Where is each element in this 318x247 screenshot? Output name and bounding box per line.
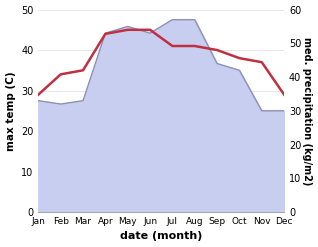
X-axis label: date (month): date (month) (120, 231, 203, 242)
Y-axis label: med. precipitation (kg/m2): med. precipitation (kg/m2) (302, 37, 313, 185)
Y-axis label: max temp (C): max temp (C) (5, 71, 16, 151)
